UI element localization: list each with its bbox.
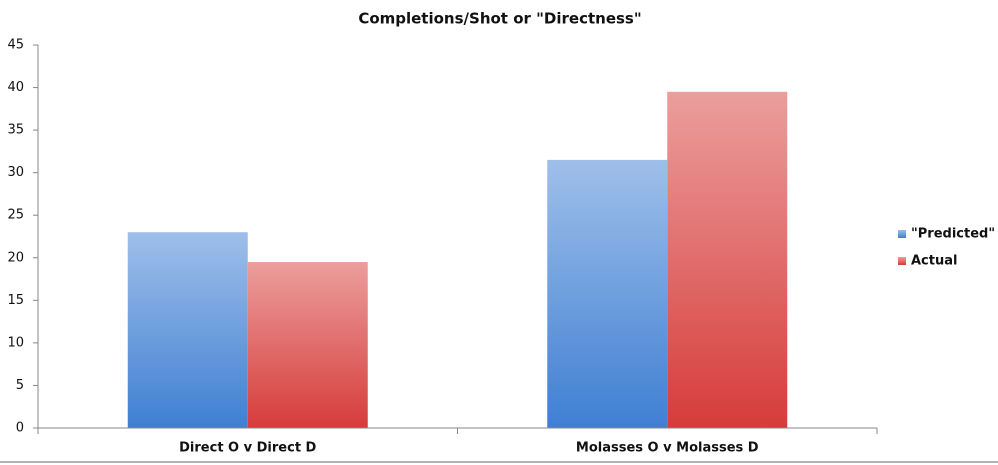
y-tick-label: 35 [7, 123, 24, 138]
y-tick-label: 20 [7, 250, 24, 265]
y-tick-label: 40 [7, 80, 24, 95]
y-tick-label: 25 [7, 208, 24, 223]
y-tick-label: 0 [16, 421, 24, 436]
y-tick-label: 15 [7, 293, 24, 308]
legend-label: Actual [911, 254, 957, 269]
legend-swatch [898, 257, 906, 265]
y-tick-label: 5 [16, 378, 24, 393]
legend-swatch [898, 230, 906, 238]
bar [127, 232, 248, 428]
bar [667, 91, 788, 429]
bar [547, 159, 668, 428]
x-tick-label: Direct O v Direct D [179, 441, 316, 456]
y-tick-label: 10 [7, 335, 24, 350]
x-tick-label: Molasses O v Molasses D [576, 441, 759, 456]
bar [247, 262, 368, 428]
legend-label: "Predicted" [911, 227, 995, 242]
chart-title: Completions/Shot or "Directness" [358, 10, 641, 28]
y-tick-label: 45 [7, 38, 24, 53]
y-tick-label: 30 [7, 165, 24, 180]
